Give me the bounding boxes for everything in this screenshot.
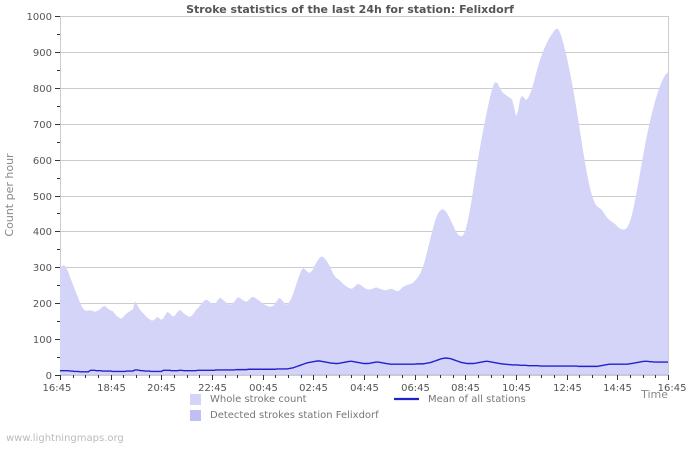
y-tick-label: 400: [33, 227, 52, 238]
legend-item[interactable]: Whole stroke count: [190, 394, 307, 405]
x-tick-label: 22:45: [198, 383, 227, 394]
y-tick-label: 600: [33, 156, 52, 167]
y-tick-label: 1000: [27, 12, 52, 23]
x-tick-label: 00:45: [249, 383, 278, 394]
x-tick-label: 20:45: [147, 383, 176, 394]
legend-swatch-icon: [190, 410, 201, 421]
area-series-1: [60, 374, 668, 375]
chart-title: Stroke statistics of the last 24h for st…: [186, 3, 514, 16]
y-tick-label: 100: [33, 335, 52, 346]
legend-label: Mean of all stations: [428, 394, 526, 405]
x-tick-label: 10:45: [502, 383, 531, 394]
x-tick-label: 04:45: [350, 383, 379, 394]
legend-swatch-icon: [190, 394, 201, 405]
x-tick-label: 18:45: [97, 383, 126, 394]
legend-item[interactable]: Detected strokes station Felixdorf: [190, 410, 379, 421]
x-tick-label: 02:45: [299, 383, 328, 394]
x-tick-label: 08:45: [451, 383, 480, 394]
x-tick-label: 12:45: [553, 383, 582, 394]
legend-label: Whole stroke count: [210, 394, 307, 405]
series-layer: [60, 28, 668, 376]
chart-legend: Whole stroke count Detected strokes stati…: [190, 394, 526, 421]
y-tick-label: 500: [33, 192, 52, 203]
y-tick-label: 300: [33, 263, 52, 274]
y-tick-label: 0: [46, 371, 52, 382]
x-tick-label: 16:45: [658, 383, 687, 394]
x-axis-label: Time: [640, 388, 668, 401]
line-series-mean: [60, 357, 668, 373]
legend-label: Detected strokes station Felixdorf: [210, 410, 379, 421]
x-tick-label: 16:45: [43, 383, 72, 394]
y-tick-label: 900: [33, 48, 52, 59]
watermark: www.lightningmaps.org: [6, 433, 124, 444]
legend-item[interactable]: Mean of all stations: [394, 394, 526, 405]
y-tick-label: 200: [33, 299, 52, 310]
y-axis: 0 100 200 300 400 500 600 700 800 900 1000: [27, 12, 60, 382]
y-axis-label: Count per hour: [3, 153, 16, 237]
x-axis: 16:45 18:45 20:45 22:45 00:45 02:45 04:45 06:45…: [43, 375, 687, 394]
area-series-0: [60, 28, 668, 376]
y-tick-label: 800: [33, 84, 52, 95]
y-tick-label: 700: [33, 120, 52, 131]
x-tick-label: 14:45: [603, 383, 632, 394]
x-tick-label: 06:45: [401, 383, 430, 394]
